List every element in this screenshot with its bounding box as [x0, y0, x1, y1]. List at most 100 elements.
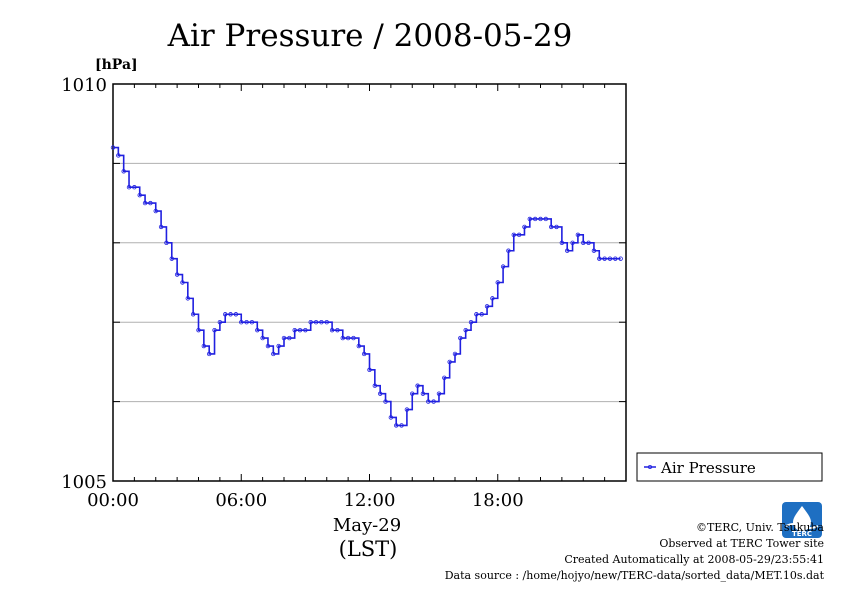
- data-point: [543, 216, 549, 222]
- data-point: [383, 399, 388, 404]
- data-point: [223, 312, 228, 317]
- data-point: [538, 216, 543, 222]
- data-point: [399, 423, 404, 428]
- data-point: [324, 320, 329, 325]
- series-line: [113, 146, 621, 427]
- x-tick-label: 18:00: [472, 490, 524, 511]
- data-point: [287, 335, 292, 341]
- x-tick-label: 12:00: [344, 490, 396, 511]
- axes: [112, 83, 627, 482]
- data-point: [239, 320, 244, 325]
- legend-label: Air Pressure: [660, 459, 756, 477]
- x-tick-label: 00:00: [87, 490, 139, 511]
- terc-logo: TERC: [782, 502, 822, 538]
- data-point: [228, 312, 233, 317]
- data-point: [602, 256, 607, 261]
- data-point: [591, 248, 597, 253]
- data-point: [303, 327, 308, 333]
- data-point: [142, 200, 148, 206]
- data-point: [506, 248, 511, 253]
- data-point: [548, 224, 554, 230]
- data-point: [442, 375, 447, 380]
- data-point: [185, 296, 191, 301]
- data-point: [169, 256, 174, 261]
- credits-block: ©TERC, Univ. Tsukuba Observed at TERC To…: [445, 520, 824, 584]
- observed-text: Observed at TERC Tower site: [659, 537, 824, 550]
- plot-frame: [112, 83, 627, 482]
- x-tick-label: 06:00: [215, 490, 267, 511]
- legend-box: [636, 452, 823, 482]
- data-point: [180, 280, 185, 285]
- data-point: [281, 335, 287, 341]
- data-point: [164, 240, 169, 245]
- data-point: [377, 391, 383, 396]
- data-point: [255, 327, 260, 333]
- data-point: [458, 335, 463, 341]
- logo-text: TERC: [792, 530, 812, 538]
- data-point: [559, 240, 565, 245]
- data-point: [527, 216, 533, 222]
- tick-labels: 00:00 06:00 12:00 18:00 1005 1010: [61, 75, 524, 511]
- data-point: [388, 415, 394, 420]
- data-point: [137, 192, 142, 198]
- data-point: [570, 240, 575, 245]
- data-point: [474, 312, 479, 317]
- data-point: [586, 240, 591, 245]
- data-point: [581, 240, 586, 245]
- data-point: [356, 343, 362, 349]
- data-point: [511, 232, 516, 238]
- data-point: [329, 327, 335, 333]
- data-point: [174, 272, 180, 277]
- data-point: [484, 304, 490, 309]
- data-point: [495, 280, 500, 285]
- data-point: [516, 232, 522, 238]
- data-point: [532, 216, 538, 222]
- data-point: [607, 256, 613, 261]
- data-point: [452, 351, 458, 357]
- data-point: [351, 335, 356, 341]
- data-point: [436, 391, 442, 396]
- data-point: [148, 200, 153, 206]
- data-point: [265, 343, 271, 349]
- data-point: [201, 343, 207, 349]
- data-point: [217, 320, 223, 325]
- data-point: [116, 153, 121, 158]
- data-point: [420, 391, 426, 396]
- data-point: [249, 320, 255, 325]
- data-point: [415, 383, 420, 388]
- data-point: [479, 312, 484, 317]
- data-point: [426, 399, 431, 404]
- data-point: [522, 224, 527, 230]
- data-point: [463, 327, 468, 333]
- data-point: [335, 327, 340, 333]
- data-point: [500, 264, 506, 269]
- data-point: [308, 320, 313, 325]
- data-point: [575, 232, 581, 238]
- data-point: [153, 208, 158, 214]
- created-text: Created Automatically at 2008-05-29/23:5…: [564, 553, 824, 566]
- data-point: [345, 335, 351, 341]
- data-point: [361, 351, 367, 357]
- y-tick-label: 1005: [61, 472, 107, 493]
- copyright-text: ©TERC, Univ. Tsukuba: [695, 521, 824, 534]
- data-point: [394, 423, 399, 428]
- y-axis-unit-label: [hPa]: [95, 57, 138, 73]
- data-point: [597, 256, 602, 261]
- data-point: [404, 407, 410, 412]
- data-source-text: Data source : /home/hojyo/new/TERC-data/…: [444, 569, 824, 582]
- data-point: [431, 399, 436, 404]
- data-point: [271, 351, 276, 357]
- chart-title: Air Pressure / 2008-05-29: [167, 18, 573, 54]
- legend: Air Pressure: [636, 452, 823, 482]
- data-point: [126, 185, 132, 190]
- data-point: [158, 224, 164, 230]
- data-point: [410, 391, 415, 396]
- data-point: [206, 351, 212, 357]
- data-point: [618, 256, 623, 261]
- data-point: [276, 343, 281, 349]
- x-axis-sublabel: (LST): [339, 537, 398, 561]
- data-point: [313, 320, 319, 325]
- data-point: [212, 327, 217, 333]
- data-point: [132, 185, 137, 190]
